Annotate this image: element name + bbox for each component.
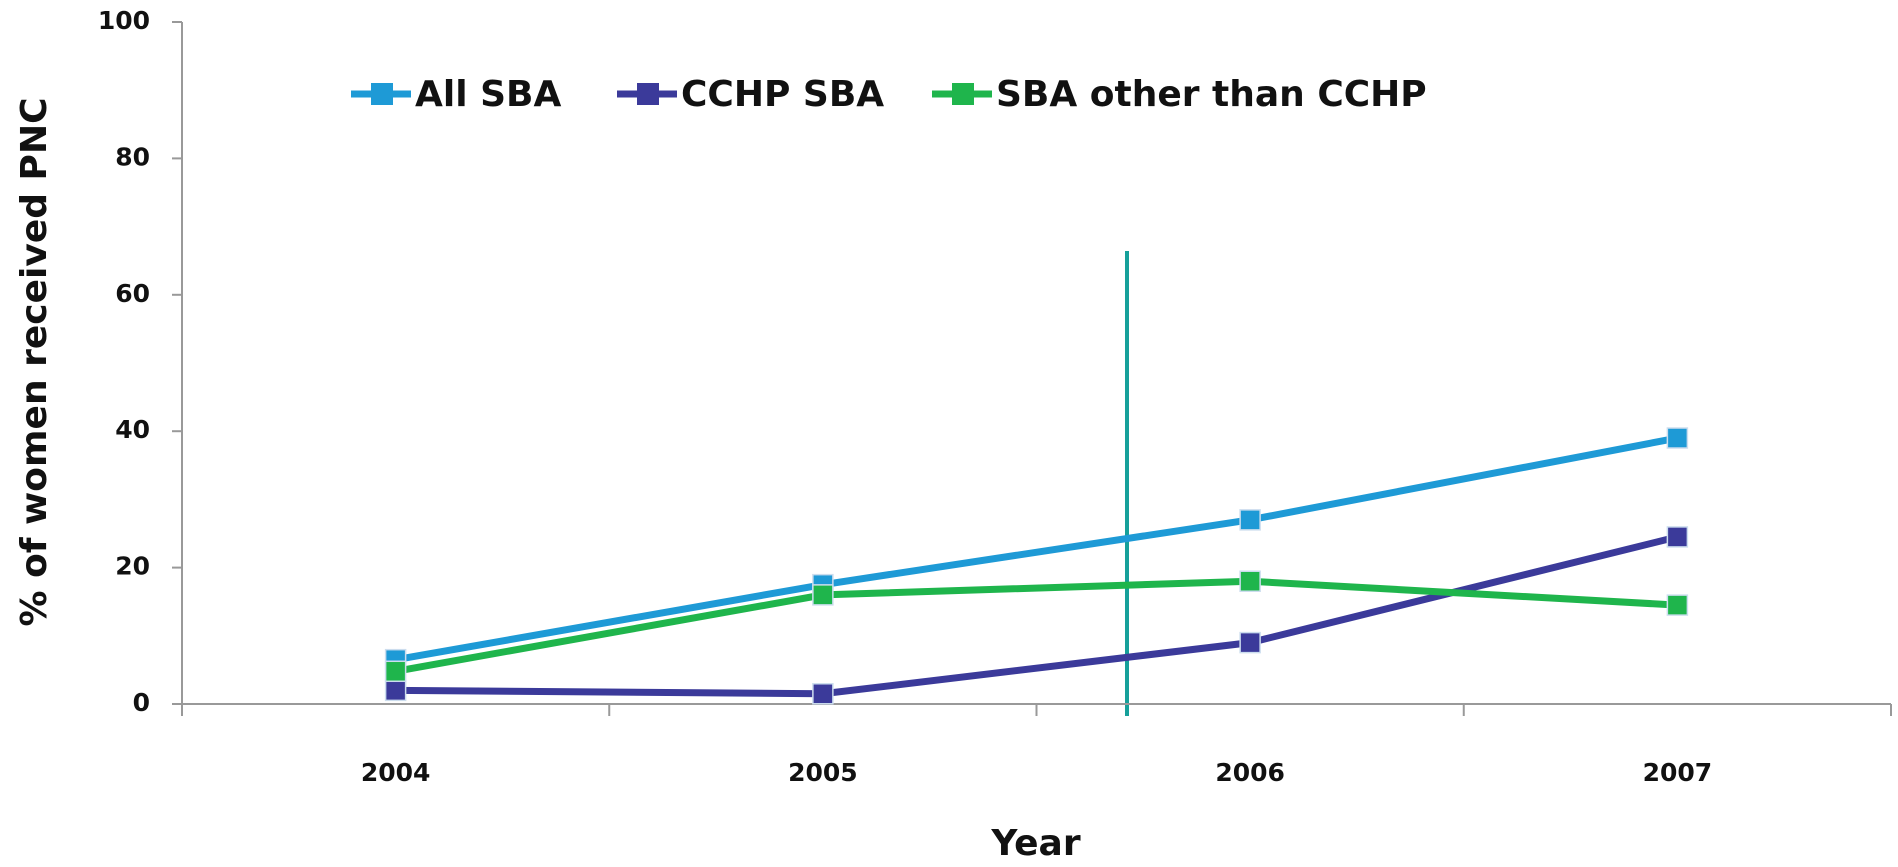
x-tick-label: 2006	[1215, 758, 1285, 787]
data-point	[812, 584, 834, 606]
y-tick-label: 80	[115, 142, 150, 171]
data-point	[1666, 427, 1689, 449]
data-point	[1666, 526, 1689, 548]
x-tick-label: 2004	[361, 758, 431, 787]
data-point	[1666, 594, 1689, 616]
y-tick-label: 40	[115, 415, 150, 444]
x-tick-label: 2005	[788, 758, 858, 787]
x-axis-title: Year	[990, 823, 1080, 864]
legend-label: CCHP SBA	[681, 74, 884, 115]
series-line	[395, 434, 1679, 664]
y-tick-label: 60	[115, 279, 150, 308]
data-point	[1239, 570, 1261, 592]
legend-marker	[371, 83, 393, 105]
data-point	[812, 683, 834, 705]
y-axis-title: % of women received PNC	[14, 98, 55, 627]
series-line	[395, 533, 1679, 698]
legend-label: All SBA	[415, 74, 561, 115]
y-tick-label: 0	[133, 688, 150, 717]
legend-marker	[952, 83, 974, 105]
legend-marker	[637, 83, 659, 105]
data-point	[384, 679, 407, 702]
legend-label: SBA other than CCHP	[996, 74, 1427, 115]
series-line	[395, 577, 1678, 675]
x-tick-label: 2007	[1643, 758, 1713, 787]
data-point	[384, 660, 407, 683]
data-point	[1239, 631, 1261, 654]
data-point	[1239, 509, 1261, 531]
y-tick-label: 20	[115, 552, 150, 581]
y-tick-label: 100	[98, 6, 150, 35]
